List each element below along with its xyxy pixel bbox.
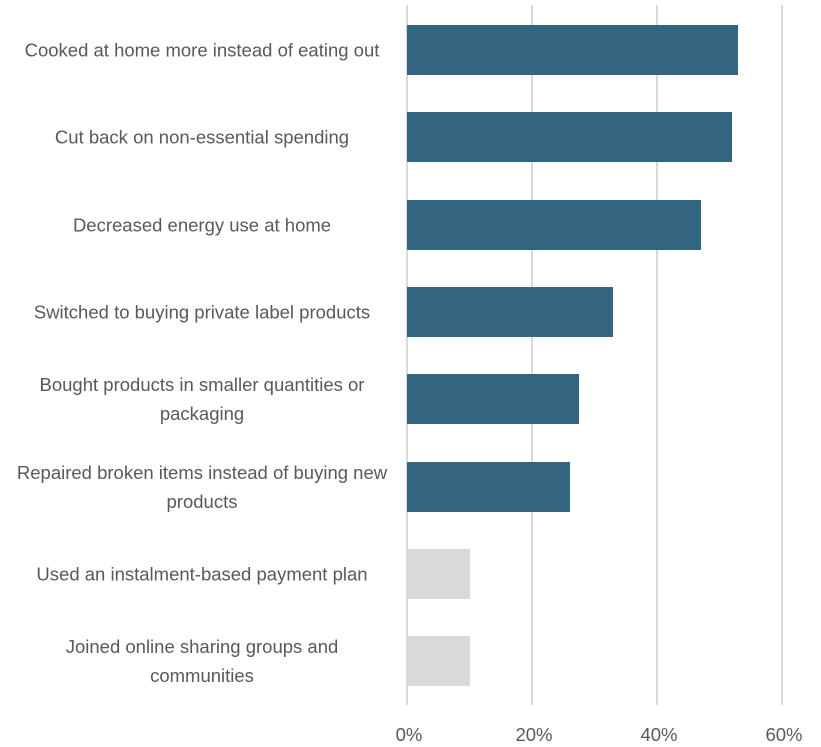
bar	[407, 199, 701, 250]
grid-line	[781, 5, 783, 705]
grid-line	[656, 5, 658, 705]
grid-line	[406, 5, 408, 705]
category-label: Used an instalment-based payment plan	[36, 563, 368, 585]
x-tick-label: 0%	[395, 724, 423, 745]
bar	[407, 374, 579, 425]
bar	[407, 548, 470, 599]
bar	[407, 286, 614, 337]
grid-line	[531, 5, 533, 705]
category-label: Bought products in smaller quantities or…	[39, 374, 365, 425]
x-tick-label: 40%	[640, 724, 678, 745]
bar	[407, 112, 732, 163]
category-label: Switched to buying private label product…	[33, 301, 371, 323]
bar	[407, 25, 739, 75]
x-tick-label: 60%	[765, 724, 803, 745]
category-label: Repaired broken items instead of buying …	[16, 461, 388, 512]
category-label: Cooked at home more instead of eating ou…	[24, 39, 380, 61]
x-tick-label: 20%	[515, 724, 553, 745]
category-label: Cut back on non-essential spending	[54, 126, 350, 148]
bar	[407, 636, 470, 687]
bar	[407, 461, 570, 512]
category-label: Decreased energy use at home	[72, 214, 332, 236]
category-label: Joined online sharing groups and communi…	[65, 636, 339, 687]
